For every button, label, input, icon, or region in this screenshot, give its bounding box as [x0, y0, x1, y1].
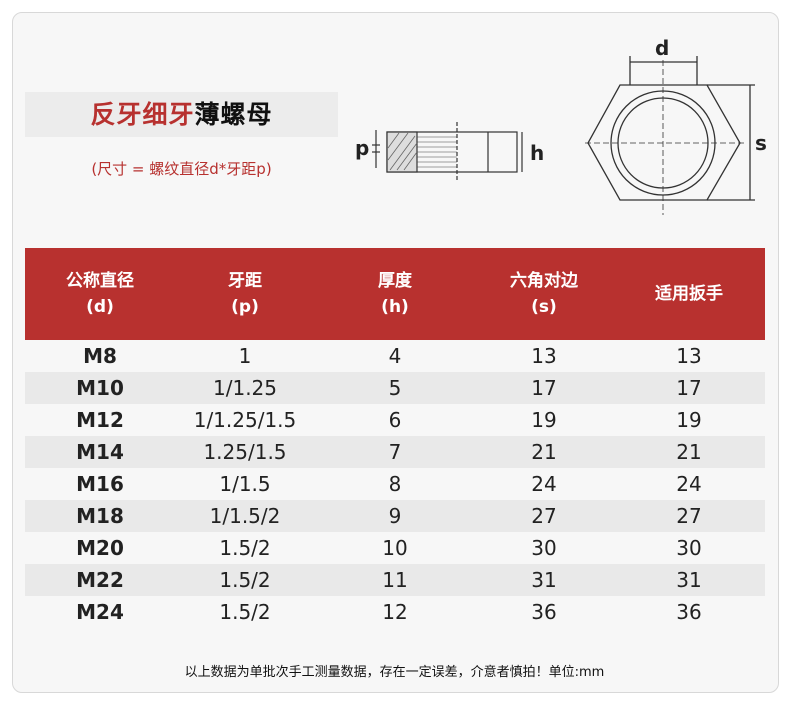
cell-diameter: M16 — [76, 472, 124, 496]
table-row: M20 1.5/2 10 30 30 — [25, 532, 765, 564]
cell-across-flats: 13 — [531, 344, 557, 368]
cell-across-flats: 36 — [531, 600, 557, 624]
cell-diameter: M14 — [76, 440, 124, 464]
cell-wrench: 21 — [676, 440, 702, 464]
header-across-flats: 六角对边 (s) — [510, 271, 578, 317]
cell-wrench: 30 — [676, 536, 702, 560]
cell-thickness: 7 — [388, 440, 402, 464]
cell-pitch: 1/1.25 — [213, 376, 277, 400]
label-p: p — [355, 136, 369, 160]
top-view-diagram — [585, 56, 755, 215]
cell-wrench: 36 — [676, 600, 702, 624]
label-d: d — [655, 36, 669, 60]
cell-diameter: M20 — [76, 536, 124, 560]
cell-thickness: 5 — [388, 376, 402, 400]
table-row: M22 1.5/2 11 31 31 — [25, 564, 765, 596]
table-row: M24 1.5/2 12 36 36 — [25, 596, 765, 628]
title-red: 反牙细牙 — [90, 100, 195, 129]
label-h: h — [530, 141, 544, 165]
table-row: M8 1 4 13 13 — [25, 340, 765, 372]
table-row: M10 1/1.25 5 17 17 — [25, 372, 765, 404]
nut-diagram: p h d s — [355, 36, 767, 215]
side-view-diagram — [372, 122, 523, 180]
cell-wrench: 19 — [676, 408, 702, 432]
cell-diameter: M8 — [83, 344, 117, 368]
cell-across-flats: 24 — [531, 472, 557, 496]
cell-across-flats: 17 — [531, 376, 557, 400]
cell-pitch: 1/1.5/2 — [209, 504, 281, 528]
header-thickness: 厚度 (h) — [378, 271, 412, 317]
cell-thickness: 6 — [388, 408, 402, 432]
table-header: 公称直径 (d) 牙距 (p) 厚度 (h) 六角对边 (s) 适用扳手 — [25, 248, 765, 340]
cell-pitch: 1.5/2 — [219, 568, 271, 592]
table-row: M14 1.25/1.5 7 21 21 — [25, 436, 765, 468]
cell-diameter: M18 — [76, 504, 124, 528]
table-row: M18 1/1.5/2 9 27 27 — [25, 500, 765, 532]
cell-across-flats: 21 — [531, 440, 557, 464]
cell-thickness: 8 — [388, 472, 402, 496]
cell-wrench: 17 — [676, 376, 702, 400]
cell-thickness: 11 — [382, 568, 408, 592]
cell-wrench: 24 — [676, 472, 702, 496]
cell-thickness: 12 — [382, 600, 408, 624]
cell-pitch: 1/1.25/1.5 — [193, 408, 297, 432]
cell-diameter: M22 — [76, 568, 124, 592]
cell-diameter: M24 — [76, 600, 124, 624]
header-wrench: 适用扳手 — [655, 284, 723, 304]
cell-diameter: M12 — [76, 408, 124, 432]
cell-pitch: 1/1.5 — [219, 472, 271, 496]
table-row: M12 1/1.25/1.5 6 19 19 — [25, 404, 765, 436]
product-title: 反牙细牙薄螺母 — [25, 92, 338, 137]
header-pitch: 牙距 (p) — [228, 271, 262, 317]
header-diameter: 公称直径 (d) — [66, 271, 134, 317]
cell-wrench: 27 — [676, 504, 702, 528]
cell-diameter: M10 — [76, 376, 124, 400]
spec-table: 公称直径 (d) 牙距 (p) 厚度 (h) 六角对边 (s) 适用扳手 M8 1 4 13 1… — [25, 248, 765, 628]
cell-pitch: 1.5/2 — [219, 600, 271, 624]
cell-thickness: 9 — [388, 504, 402, 528]
size-note: (尺寸 = 螺纹直径d*牙距p) — [91, 160, 272, 178]
title-black: 薄螺母 — [194, 100, 273, 129]
table-row: M16 1/1.5 8 24 24 — [25, 468, 765, 500]
cell-pitch: 1.5/2 — [219, 536, 271, 560]
title-band — [25, 92, 338, 137]
footer-note: 以上数据为单批次手工测量数据，存在一定误差，介意者慎拍！单位:mm — [184, 665, 605, 680]
cell-wrench: 13 — [676, 344, 702, 368]
cell-pitch: 1 — [238, 344, 252, 368]
table-body: M8 1 4 13 13 M10 1/1.25 5 17 17 M12 1/1.25/1.5 6 19 19… — [25, 340, 765, 628]
cell-pitch: 1.25/1.5 — [203, 440, 287, 464]
label-s: s — [755, 131, 767, 155]
cell-across-flats: 19 — [531, 408, 557, 432]
cell-thickness: 4 — [388, 344, 402, 368]
cell-across-flats: 27 — [531, 504, 557, 528]
cell-wrench: 31 — [676, 568, 702, 592]
cell-across-flats: 31 — [531, 568, 557, 592]
cell-thickness: 10 — [382, 536, 408, 560]
cell-across-flats: 30 — [531, 536, 557, 560]
